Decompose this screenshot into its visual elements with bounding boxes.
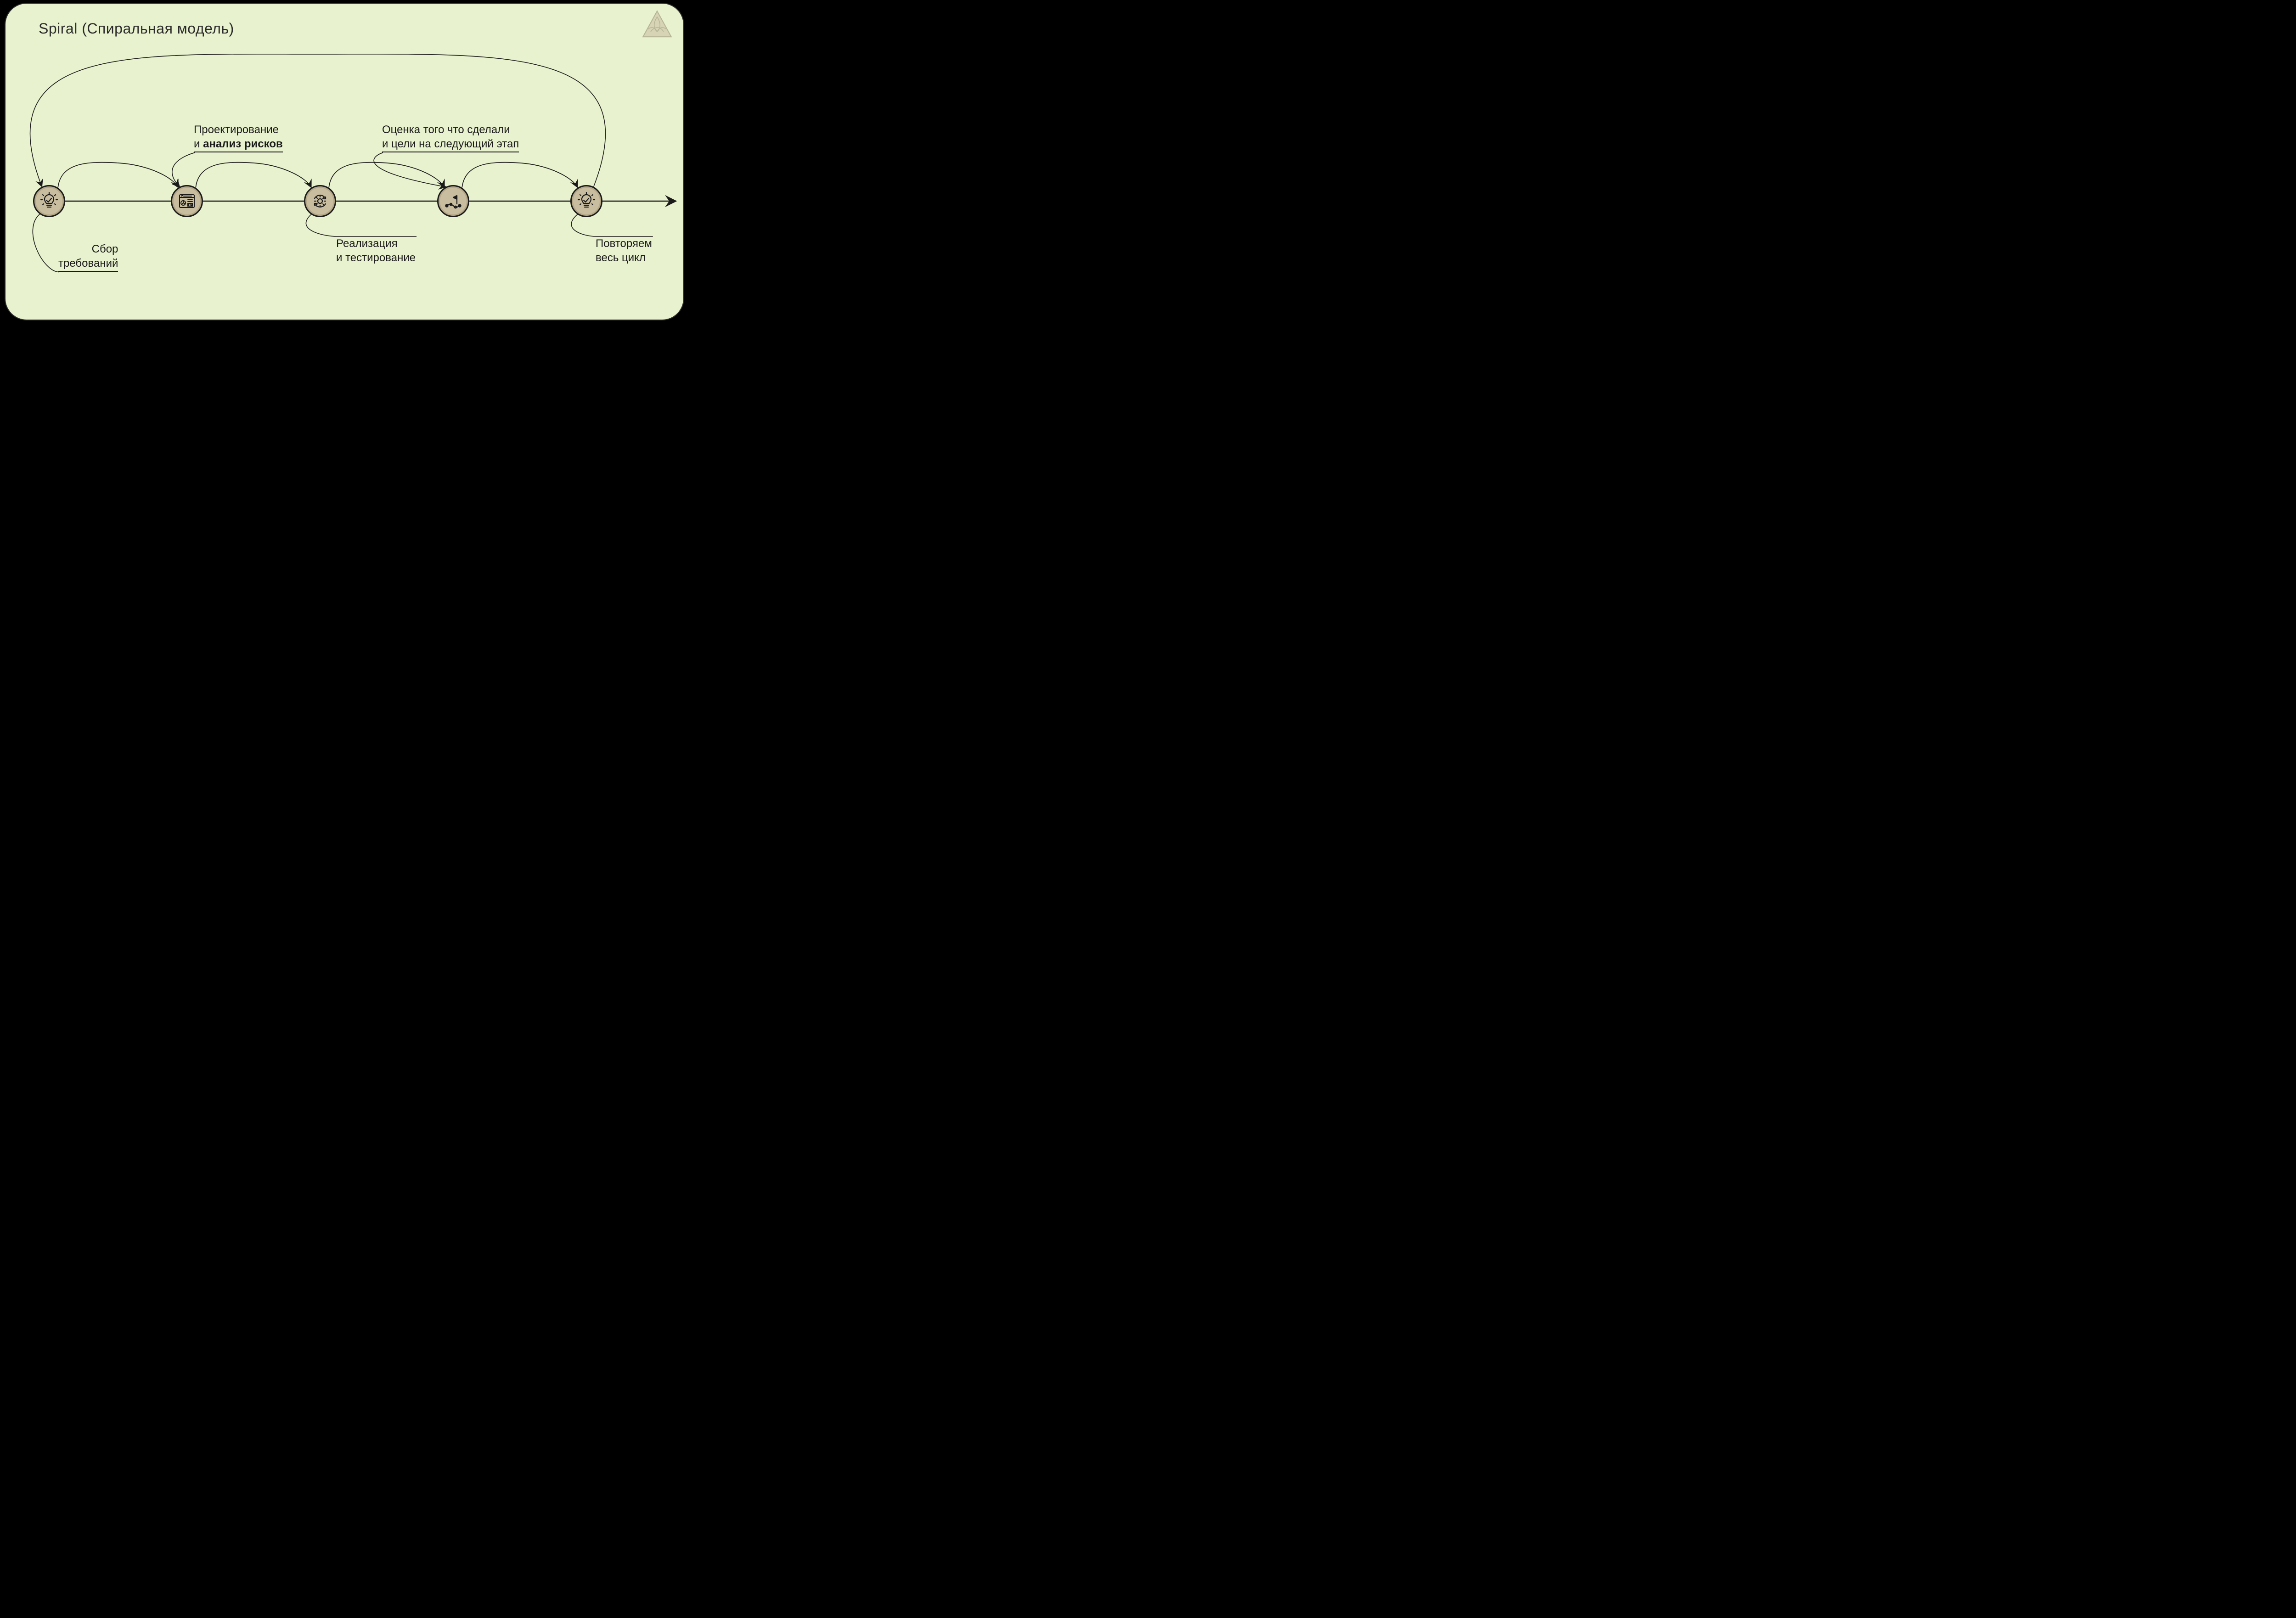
label-n5: Повторяем весь цикл [596,237,652,265]
label-n2: Проектирование и анализ рисков [194,123,283,152]
diagram-title: Spiral (Спиральная модель) [39,20,234,37]
node-n3 [304,185,336,217]
gear-cycle-icon [311,192,329,210]
milestone-path-icon [444,192,462,210]
blueprint-icon [178,192,196,210]
node-n1 [33,185,65,217]
lightbulb-check-icon [577,192,596,210]
label-n1: Сбор требований [58,242,118,272]
label-n3: Реализация и тестирование [336,237,416,265]
node-n5 [570,185,602,217]
diagram-panel: Spiral (Спиральная модель) Сбор требован… [5,3,684,320]
watermark-logo [641,9,673,41]
lightbulb-check-icon [40,192,58,210]
node-n4 [437,185,469,217]
diagram-svg [6,4,685,321]
label-n4: Оценка того что сделали и цели на следую… [382,123,519,152]
node-n2 [171,185,203,217]
